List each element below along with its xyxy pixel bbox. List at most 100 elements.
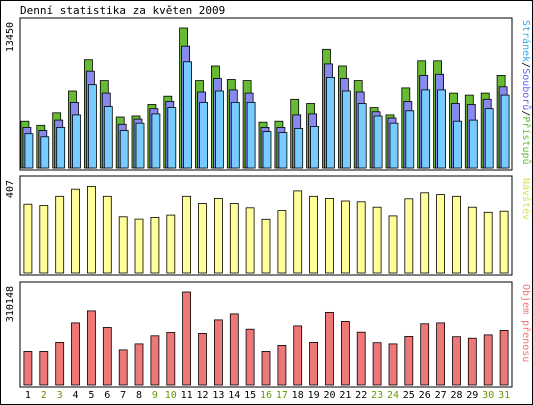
bar-volume-day-21 (340, 320, 350, 386)
bar-visits-day-31 (499, 210, 509, 274)
legend-part-2: Souborů (520, 68, 532, 110)
day-label-18: 18 (292, 390, 304, 401)
bar-stránek-day-22 (357, 103, 367, 169)
ymax-label-visits: 407 (5, 180, 16, 198)
bar-volume-day-30 (483, 334, 493, 386)
chart-title: Denní statistika za květen 2009 (20, 4, 225, 17)
bar-visits-day-14 (229, 203, 239, 274)
bar-visits-day-7 (118, 216, 128, 274)
day-label-29: 29 (466, 390, 478, 401)
bar-volume-day-15 (245, 328, 255, 386)
bar-visits-day-12 (198, 203, 207, 274)
bar-stránek-day-13 (214, 90, 224, 169)
bar-volume-day-26 (420, 323, 430, 386)
day-label-27: 27 (435, 390, 447, 401)
bar-volume-day-28 (452, 336, 461, 386)
bar-volume-day-31 (499, 329, 509, 386)
day-label-23: 23 (371, 390, 383, 401)
bar-volume-day-27 (436, 322, 446, 386)
bar-visits-day-2 (39, 205, 49, 274)
bar-visits-day-6 (102, 195, 112, 274)
day-label-7: 7 (120, 390, 126, 401)
bar-volume-day-14 (229, 313, 239, 386)
bar-stránek-day-18 (294, 127, 304, 169)
bar-visits-day-24 (388, 215, 398, 274)
bar-stránek-day-17 (278, 132, 288, 169)
ymax-label-volume: 310148 (5, 286, 16, 322)
bar-volume-day-23 (372, 342, 382, 386)
bar-visits-day-11 (182, 195, 192, 274)
bar-visits-day-5 (87, 185, 96, 274)
legend-part-3: / (520, 110, 531, 116)
bar-stránek-day-2 (40, 136, 50, 169)
bar-stránek-day-11 (183, 61, 193, 169)
bar-stránek-day-16 (262, 131, 272, 169)
bar-volume-day-17 (277, 344, 287, 386)
bar-volume-day-7 (118, 349, 128, 386)
bar-stránek-day-6 (103, 106, 113, 169)
day-label-20: 20 (323, 390, 335, 401)
bar-volume-day-16 (261, 350, 271, 386)
day-label-21: 21 (339, 390, 351, 401)
bar-stránek-day-10 (167, 107, 177, 169)
panel-volume: 310148 Objem přenosu (5, 281, 532, 388)
day-label-9: 9 (152, 390, 158, 401)
bar-visits-day-4 (71, 188, 80, 274)
bar-stránek-day-9 (151, 113, 161, 169)
bar-volume-day-2 (39, 350, 49, 386)
bar-stránek-day-25 (405, 110, 415, 169)
bar-stránek-day-15 (246, 102, 256, 169)
day-label-1: 1 (25, 390, 31, 401)
day-label-2: 2 (41, 390, 47, 401)
bar-volume-day-12 (198, 332, 207, 386)
bar-volume-day-29 (467, 337, 477, 386)
bar-volume-day-5 (87, 310, 96, 386)
bar-stránek-day-4 (72, 114, 81, 169)
bar-visits-day-29 (467, 206, 477, 274)
bar-volume-day-18 (293, 325, 303, 386)
bar-visits-day-28 (452, 195, 461, 274)
bar-volume-day-13 (213, 319, 223, 386)
day-label-17: 17 (276, 390, 288, 401)
day-label-5: 5 (88, 390, 94, 401)
bar-visits-day-13 (213, 197, 223, 274)
bar-stránek-day-8 (135, 122, 145, 169)
bar-stránek-day-23 (373, 115, 383, 169)
legend-label-visits: Návštěv (520, 178, 532, 220)
bar-stránek-day-12 (199, 102, 208, 169)
legend-part-0: Stránek (520, 20, 532, 62)
bar-stránek-day-30 (484, 108, 494, 169)
bar-stránek-day-26 (421, 89, 431, 169)
bar-stránek-day-5 (88, 84, 97, 169)
bar-volume-day-1 (23, 350, 33, 386)
bar-volume-day-10 (166, 332, 176, 386)
bar-stránek-day-7 (119, 130, 129, 169)
day-label-13: 13 (212, 390, 224, 401)
bar-stránek-day-1 (24, 133, 34, 169)
bar-visits-day-25 (404, 198, 414, 274)
bar-visits-day-22 (356, 201, 366, 274)
bar-visits-day-17 (277, 210, 287, 274)
bar-visits-day-19 (309, 195, 319, 274)
bar-stránek-day-21 (341, 90, 351, 169)
bar-visits-day-9 (150, 216, 160, 274)
bar-volume-day-19 (309, 341, 319, 386)
bar-volume-day-9 (150, 335, 160, 386)
bar-visits-day-30 (483, 211, 493, 274)
bar-visits-day-20 (325, 197, 334, 274)
bar-stránek-day-24 (389, 122, 399, 169)
legend-label-volume: Objem přenosu (520, 284, 532, 362)
day-label-11: 11 (181, 390, 193, 401)
day-label-12: 12 (196, 390, 208, 401)
bar-volume-day-22 (356, 331, 366, 386)
bar-volume-day-24 (388, 343, 398, 386)
bar-volume-day-8 (134, 343, 144, 386)
bar-visits-day-8 (134, 218, 144, 274)
day-labels: 1 2 3 4 5 6 7 8 9 10 11 12 13 14 15 16 17 18 19 20 21 22 23 24 2… (25, 390, 510, 401)
day-label-10: 10 (165, 390, 177, 401)
day-label-3: 3 (57, 390, 63, 401)
bar-volume-day-20 (325, 311, 334, 386)
day-label-8: 8 (136, 390, 142, 401)
bar-stránek-day-27 (437, 89, 447, 169)
